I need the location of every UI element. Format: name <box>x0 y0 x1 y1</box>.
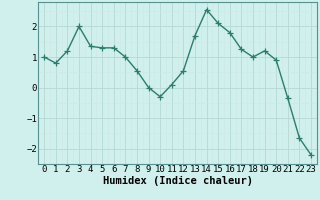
X-axis label: Humidex (Indice chaleur): Humidex (Indice chaleur) <box>103 176 252 186</box>
